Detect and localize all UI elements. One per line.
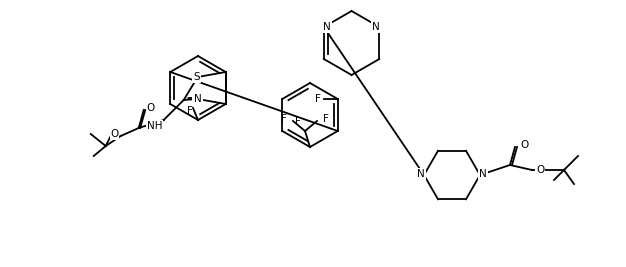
Text: NH: NH — [147, 121, 163, 131]
Text: N: N — [479, 169, 487, 179]
Text: N: N — [194, 94, 202, 104]
Text: N: N — [417, 169, 425, 179]
Text: S: S — [193, 72, 200, 82]
Text: O: O — [536, 165, 544, 175]
Text: F: F — [295, 117, 301, 127]
Text: O: O — [520, 140, 528, 150]
Text: O: O — [146, 103, 155, 113]
Text: F: F — [187, 106, 193, 116]
Text: O: O — [110, 129, 119, 139]
Text: F: F — [315, 94, 321, 104]
Text: N: N — [323, 22, 331, 32]
Text: N: N — [372, 22, 380, 32]
Text: F: F — [281, 114, 287, 124]
Text: F: F — [323, 114, 329, 124]
